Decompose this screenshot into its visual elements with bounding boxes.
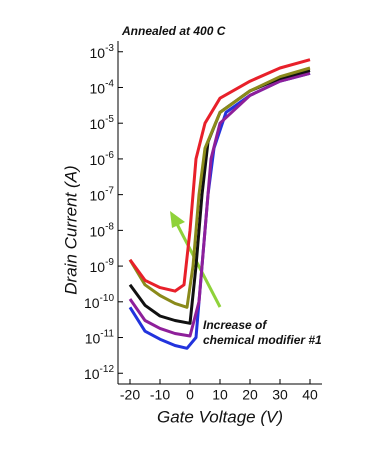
y-tick-label: 10-10 — [84, 292, 114, 310]
y-tick-label: 10-12 — [84, 364, 114, 382]
arrow — [170, 211, 222, 308]
x-tick-label: 10 — [212, 387, 228, 403]
y-tick-label: 10-9 — [90, 257, 115, 275]
annotation: chemical modifier #1 — [203, 333, 322, 347]
data-line — [128, 66, 311, 309]
x-tick-label: -20 — [120, 387, 140, 403]
y-axis-label: Drain Current (A) — [61, 165, 80, 294]
x-axis-label: Gate Voltage (V) — [157, 407, 283, 426]
y-tick-label: 10-8 — [90, 221, 115, 239]
x-tick-label: 30 — [272, 387, 288, 403]
x-tick-label: 40 — [302, 387, 318, 403]
y-tick-label: 10-3 — [90, 42, 115, 60]
x-tick-label: 20 — [242, 387, 258, 403]
x-tick-label: 0 — [186, 387, 194, 403]
x-tick-label: -10 — [150, 387, 170, 403]
y-tick-label: 10-7 — [90, 185, 115, 203]
y-tick-label: 10-11 — [85, 328, 115, 346]
y-tick-label: 10-6 — [90, 150, 115, 168]
data-line — [128, 58, 311, 293]
chart-title: Annealed at 400 C — [121, 24, 226, 38]
annotation: Increase of — [203, 318, 267, 332]
data-line — [128, 71, 311, 338]
y-tick-label: 10-4 — [90, 78, 115, 96]
y-tick-label: 10-5 — [90, 114, 115, 132]
